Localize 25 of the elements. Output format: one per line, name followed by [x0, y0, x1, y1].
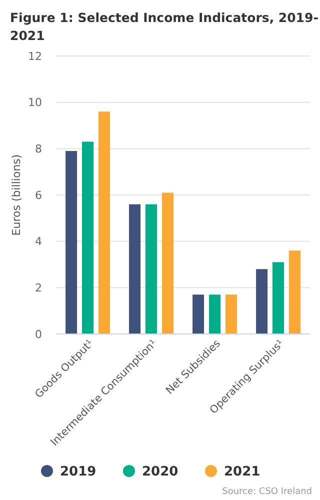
source-note: Source: CSO Ireland [222, 487, 312, 497]
bar [272, 262, 284, 334]
legend-label: 2020 [142, 464, 178, 480]
bar [162, 192, 174, 334]
y-tick-label: 6 [35, 188, 42, 202]
bar [145, 204, 158, 334]
bar [98, 112, 110, 334]
bar [192, 294, 204, 334]
y-tick-label: 0 [35, 328, 42, 341]
bar [129, 204, 141, 334]
legend-label: 2019 [60, 464, 96, 480]
legend-label: 2021 [224, 464, 260, 480]
bar [82, 142, 94, 334]
bar [256, 269, 268, 334]
y-tick-label: 10 [28, 96, 42, 110]
y-tick-label: 2 [35, 282, 42, 295]
y-tick-label: 8 [35, 142, 42, 156]
chart-title: Figure 1: Selected Income Indicators, 2019-2021 [10, 10, 318, 43]
y-tick-label: 12 [28, 50, 42, 63]
y-axis-title: Euros (billions) [10, 154, 23, 236]
y-tick-label: 4 [35, 235, 42, 248]
bar [288, 250, 300, 334]
bar [208, 294, 221, 334]
bar [66, 150, 78, 334]
bar [225, 294, 237, 334]
